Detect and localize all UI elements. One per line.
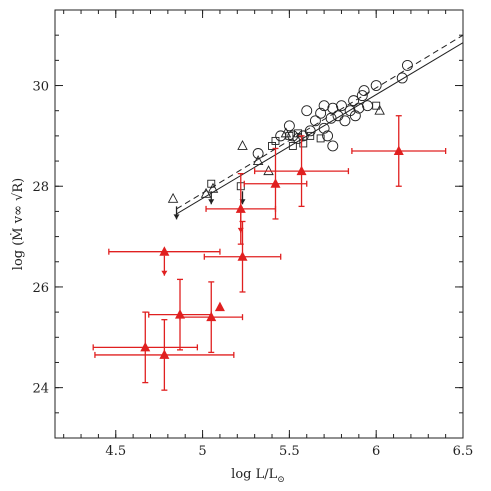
open-circle-point (353, 102, 365, 114)
open-square-point (372, 101, 381, 110)
open-circle-point (309, 115, 321, 127)
black-points (167, 59, 413, 220)
open-triangle-point (374, 104, 385, 115)
open-circle-point (339, 115, 351, 127)
open-circle-point (318, 122, 330, 134)
open-triangle-point (200, 187, 212, 198)
open-circle-point (362, 100, 373, 112)
open-circle-point (301, 105, 313, 117)
red-triangle-point (237, 251, 248, 261)
open-triangle-point (207, 182, 219, 193)
open-square-point (306, 131, 315, 140)
open-circle-point (327, 102, 339, 114)
open-circle-point (318, 100, 330, 112)
open-circle-point (358, 85, 370, 97)
open-square-point (288, 142, 297, 150)
red-triangle-point (270, 178, 281, 188)
open-triangle-point (252, 155, 264, 166)
y-tick-label: 28 (32, 180, 49, 195)
red-triangle-point (159, 246, 170, 256)
open-circle-point (322, 130, 334, 142)
y-tick-label: 30 (32, 80, 49, 95)
fit-line-dashed (176, 34, 464, 210)
open-circle-point (370, 80, 382, 91)
plot-frame (54, 9, 464, 439)
open-circle-point (356, 90, 368, 102)
open-triangle-point (167, 192, 179, 203)
open-square-point (294, 129, 303, 138)
fit-line-solid (176, 42, 464, 215)
open-triangle-point (263, 165, 274, 176)
open-circle-point (315, 107, 327, 119)
red-triangle-point (296, 165, 307, 176)
open-circle-point (396, 72, 408, 84)
y-tick-label: 24 (32, 382, 49, 397)
y-axis-title: log (Ṁ v∞ √R) (9, 178, 26, 270)
x-tick-label: 5 (198, 444, 206, 459)
open-circle-point (348, 95, 360, 107)
open-circle-point (252, 148, 264, 159)
y-tick-label: 26 (32, 281, 49, 296)
open-circle-point (283, 120, 295, 132)
red-triangle-point (214, 301, 225, 312)
red-triangle-point (175, 309, 186, 319)
x-tick-label: 6.5 (453, 444, 474, 459)
x-axis-title-subscript: ⊙ (277, 475, 285, 485)
red-triangle-point (140, 341, 151, 352)
red-upper-limit-arrow-head (161, 270, 168, 276)
red-triangle-point (393, 145, 404, 155)
axis-ticks: 4.5 5 5.5 6 6.5 24 26 28 30 (32, 9, 474, 459)
x-axis-title: log L/L⊙ (231, 467, 285, 485)
red-triangle-point (235, 203, 246, 213)
open-square-point (316, 134, 325, 143)
upper-limit-arrow-head (173, 214, 180, 220)
open-triangle-point (237, 139, 248, 150)
red-triangle-point (206, 311, 217, 322)
open-circle-point (297, 130, 309, 142)
open-square-point (207, 179, 216, 188)
open-square-point (271, 136, 280, 145)
upper-limit-arrow-head (208, 199, 215, 205)
open-circle-point (336, 100, 347, 112)
x-tick-label: 6 (372, 444, 380, 459)
open-circle-point (327, 140, 339, 152)
open-square-point (299, 139, 308, 148)
open-square-point (285, 131, 294, 140)
open-circle-point (349, 110, 361, 122)
fit-lines (176, 34, 464, 215)
red-triangle-point (159, 349, 170, 359)
x-tick-label: 5.5 (279, 444, 300, 459)
red-upper-limit-arrow-head (237, 227, 244, 233)
open-circle-point (401, 59, 413, 71)
x-tick-label: 4.5 (105, 444, 126, 459)
red-points (92, 115, 447, 391)
